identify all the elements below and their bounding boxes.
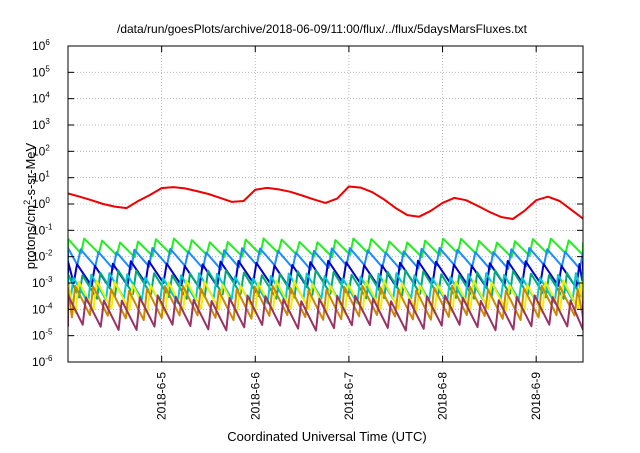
y-tick-exponent: 2 <box>45 143 50 152</box>
y-tick-label: 105 <box>32 64 50 79</box>
y-tick-label: 10-2 <box>32 249 53 264</box>
y-tick-exponent: 1 <box>45 170 50 179</box>
y-tick-base: 10 <box>32 223 46 237</box>
y-tick-base: 10 <box>32 276 46 290</box>
y-tick-exponent: 4 <box>45 91 50 100</box>
series-line <box>68 185 583 220</box>
y-tick-label: 102 <box>32 143 50 158</box>
y-tick-label: 10-3 <box>32 275 53 290</box>
y-tick-label: 10-6 <box>32 354 53 369</box>
y-tick-base: 10 <box>32 92 46 106</box>
y-axis-label-sup: 2 <box>22 200 32 205</box>
y-tick-base: 10 <box>32 250 46 264</box>
y-tick-exponent: -3 <box>45 275 53 284</box>
ticks-layer: 10610510410310210110010-110-210-310-410-… <box>32 38 583 420</box>
y-tick-base: 10 <box>32 39 46 53</box>
y-tick-label: 104 <box>32 91 50 106</box>
y-tick-exponent: 5 <box>45 64 50 73</box>
x-tick-label: 2018-6-9 <box>529 372 543 420</box>
x-tick-label: 2018-6-8 <box>436 372 450 420</box>
series-line <box>68 279 583 315</box>
y-tick-label: 10-5 <box>32 328 53 343</box>
y-tick-base: 10 <box>32 355 46 369</box>
x-tick-label: 2018-6-5 <box>155 372 169 420</box>
y-tick-exponent: 0 <box>45 196 50 205</box>
chart-title: /data/run/goesPlots/archive/2018-06-09/1… <box>117 22 528 36</box>
y-axis-label-rest: -s-sr-MeV <box>23 142 38 199</box>
y-tick-exponent: 6 <box>45 38 50 47</box>
series-line <box>68 247 583 271</box>
y-tick-base: 10 <box>32 329 46 343</box>
series-line <box>68 272 583 305</box>
y-tick-label: 10-1 <box>32 222 53 237</box>
y-tick-label: 106 <box>32 38 50 53</box>
y-tick-exponent: -5 <box>45 328 53 337</box>
y-tick-exponent: -1 <box>45 222 53 231</box>
y-tick-exponent: -4 <box>45 301 53 310</box>
y-tick-label: 10-4 <box>32 301 53 316</box>
y-axis-label-base: protons/cm <box>23 205 38 269</box>
series-line <box>68 284 583 322</box>
y-tick-base: 10 <box>32 144 46 158</box>
y-axis-label: protons/cm2-s-sr-MeV <box>22 142 38 269</box>
series-layer <box>68 185 583 332</box>
x-tick-label: 2018-6-6 <box>248 372 262 420</box>
x-axis-label: Coordinated Universal Time (UTC) <box>227 429 426 444</box>
series-line <box>68 294 583 332</box>
series-line <box>68 237 583 259</box>
y-tick-base: 10 <box>32 65 46 79</box>
y-tick-base: 10 <box>32 302 46 316</box>
y-tick-label: 101 <box>32 170 50 185</box>
y-tick-exponent: 3 <box>45 117 50 126</box>
y-tick-label: 100 <box>32 196 50 211</box>
y-tick-exponent: -6 <box>45 354 53 363</box>
y-tick-base: 10 <box>32 197 46 211</box>
x-tick-label: 2018-6-7 <box>342 372 356 420</box>
y-tick-base: 10 <box>32 118 46 132</box>
y-tick-base: 10 <box>32 171 46 185</box>
y-tick-exponent: -2 <box>45 249 53 258</box>
y-tick-label: 103 <box>32 117 50 132</box>
